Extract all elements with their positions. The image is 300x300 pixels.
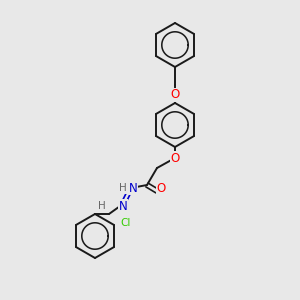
Text: Cl: Cl [120, 218, 130, 228]
Text: O: O [170, 152, 180, 164]
Text: O: O [156, 182, 166, 194]
Text: N: N [118, 200, 127, 212]
Text: O: O [170, 88, 180, 101]
Text: H: H [119, 183, 127, 193]
Text: N: N [129, 182, 137, 194]
Text: H: H [98, 201, 106, 211]
